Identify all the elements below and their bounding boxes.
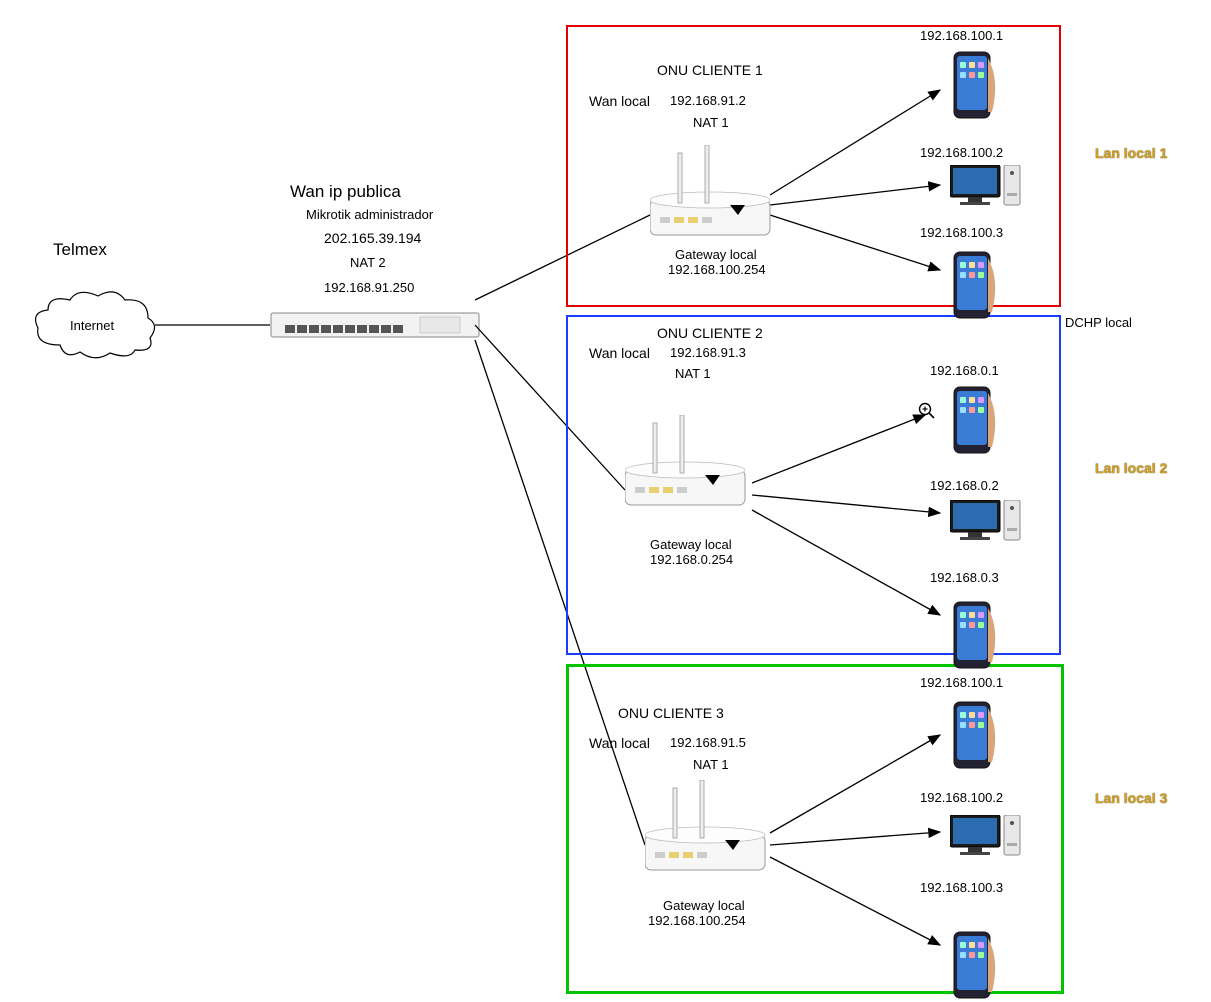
- onu-title: ONU CLIENTE 3: [618, 705, 724, 721]
- nat-label: NAT 1: [693, 757, 729, 772]
- desktop-pc-icon: [950, 165, 1025, 210]
- onu-router-icon: [650, 145, 775, 240]
- lan-label: Lan local 1: [1095, 145, 1167, 161]
- wan-local-label: Wan local: [589, 735, 650, 751]
- wan-ip: 192.168.91.3: [670, 345, 746, 360]
- mikrotik-switch-icon: [270, 305, 480, 345]
- wan-local-label: Wan local: [589, 93, 650, 109]
- nat-label: NAT 1: [693, 115, 729, 130]
- mikrotik-title: Wan ip publica: [290, 182, 401, 202]
- desktop-pc-icon: [950, 815, 1025, 860]
- device-ip: 192.168.0.1: [930, 363, 999, 378]
- network-diagram-canvas: Telmex Internet Wan ip publica Mikrotik …: [0, 0, 1211, 1001]
- lan-label: Lan local 2: [1095, 460, 1167, 476]
- onu-router-icon: [645, 780, 770, 875]
- onu-title: ONU CLIENTE 1: [657, 62, 763, 78]
- wan-ip: 192.168.91.2: [670, 93, 746, 108]
- gateway-label: Gateway local: [663, 898, 745, 913]
- phone-icon: [950, 700, 1005, 772]
- device-ip: 192.168.100.3: [920, 225, 1003, 240]
- gateway-ip: 192.168.100.254: [668, 262, 766, 277]
- device-ip: 192.168.100.1: [920, 675, 1003, 690]
- device-ip: 192.168.100.1: [920, 28, 1003, 43]
- dhcp-label: DCHP local: [1065, 315, 1132, 330]
- gateway-label: Gateway local: [675, 247, 757, 262]
- isp-name: Telmex: [53, 240, 107, 260]
- device-ip: 192.168.100.3: [920, 880, 1003, 895]
- zoom-in-icon: [918, 402, 936, 420]
- mikrotik-local-ip: 192.168.91.250: [324, 280, 414, 295]
- gateway-ip: 192.168.0.254: [650, 552, 733, 567]
- onu-router-icon: [625, 415, 750, 510]
- device-ip: 192.168.100.2: [920, 145, 1003, 160]
- mikrotik-nat: NAT 2: [350, 255, 386, 270]
- nat-label: NAT 1: [675, 366, 711, 381]
- device-ip: 192.168.100.2: [920, 790, 1003, 805]
- onu-title: ONU CLIENTE 2: [657, 325, 763, 341]
- gateway-ip: 192.168.100.254: [648, 913, 746, 928]
- device-ip: 192.168.0.2: [930, 478, 999, 493]
- lan-label: Lan local 3: [1095, 790, 1167, 806]
- desktop-pc-icon: [950, 500, 1025, 545]
- mikrotik-public-ip: 202.165.39.194: [324, 230, 421, 246]
- mikrotik-subtitle: Mikrotik administrador: [306, 207, 433, 222]
- cloud-label: Internet: [70, 318, 114, 333]
- gateway-label: Gateway local: [650, 537, 732, 552]
- device-ip: 192.168.0.3: [930, 570, 999, 585]
- wan-ip: 192.168.91.5: [670, 735, 746, 750]
- phone-icon: [950, 250, 1005, 322]
- phone-icon: [950, 600, 1005, 672]
- phone-icon: [950, 50, 1005, 122]
- wan-local-label: Wan local: [589, 345, 650, 361]
- phone-icon: [950, 385, 1005, 457]
- phone-icon: [950, 930, 1005, 1002]
